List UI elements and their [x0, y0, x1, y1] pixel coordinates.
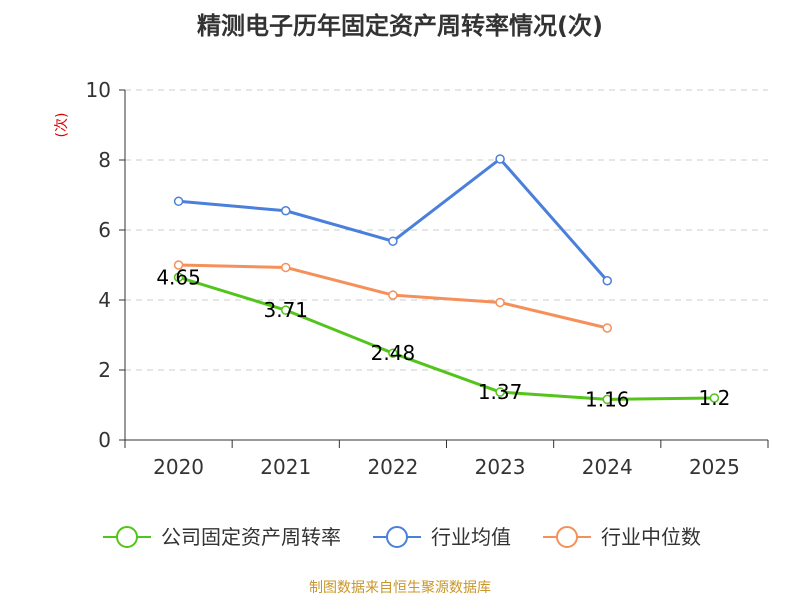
data-point: [281, 305, 291, 315]
series-layer: [173, 154, 720, 405]
data-point: [602, 394, 612, 405]
data-label: 1.2: [699, 386, 731, 410]
x-tick-label: 2025: [689, 455, 740, 479]
source-note: 制图数据来自恒生聚源数据库: [309, 580, 491, 596]
data-point: [281, 206, 291, 216]
data-point: [602, 276, 612, 286]
x-tick-label: 2021: [260, 455, 311, 479]
series-1: [173, 154, 612, 286]
x-tick-label: 2020: [153, 455, 204, 479]
data-label: 2.48: [371, 341, 416, 365]
data-point: [173, 196, 184, 207]
series-2: [173, 260, 612, 333]
data-point: [388, 236, 398, 246]
legend-item-1: 行业均值: [373, 525, 511, 549]
data-label: 1.37: [478, 380, 523, 404]
y-tick-label: 6: [98, 218, 111, 242]
legend-marker: [116, 526, 138, 548]
legend: 公司固定资产周转率 行业均值 行业中位数: [103, 525, 701, 549]
series-line: [178, 275, 715, 401]
data-label: 4.65: [156, 265, 201, 289]
series-0: [173, 272, 720, 405]
legend-item-0: 公司固定资产周转率: [103, 525, 341, 549]
legend-marker: [386, 526, 408, 548]
data-point: [495, 387, 505, 397]
legend-label: 行业均值: [431, 525, 511, 549]
data-label: 1.16: [585, 387, 630, 411]
data-point: [388, 348, 398, 358]
x-tick-label: 2023: [475, 455, 526, 479]
data-point: [173, 272, 184, 282]
y-tick-label: 4: [98, 288, 111, 312]
data-label: 3.71: [263, 298, 308, 322]
y-tick-label: 10: [86, 78, 111, 102]
data-point: [495, 297, 505, 308]
data-point: [495, 154, 505, 164]
y-tick-label: 8: [98, 148, 111, 172]
y-axis-unit: (次): [54, 113, 70, 138]
data-point: [388, 290, 398, 300]
legend-label: 公司固定资产周转率: [161, 525, 341, 549]
series-line: [178, 157, 609, 282]
legend-marker: [556, 526, 578, 548]
chart-title: 精测电子历年固定资产周转率情况(次): [197, 12, 603, 40]
data-point: [709, 393, 720, 403]
data-labels: 4.65 3.71 2.48 1.37 1.16 1.2: [156, 265, 730, 411]
grid-lines: [125, 89, 768, 371]
data-point: [173, 260, 184, 270]
legend-label: 行业中位数: [601, 525, 701, 549]
y-tick-label: 2: [98, 358, 111, 382]
x-tick-label: 2022: [367, 455, 418, 479]
data-point: [281, 262, 291, 273]
y-tick-label: 0: [98, 428, 111, 452]
legend-item-2: 行业中位数: [543, 525, 701, 549]
x-tick-label: 2024: [582, 455, 633, 479]
data-point: [602, 323, 612, 333]
axes: 0 2 4 6 8 10 2020 2021 2022 2023 2024 2025: [86, 78, 769, 479]
